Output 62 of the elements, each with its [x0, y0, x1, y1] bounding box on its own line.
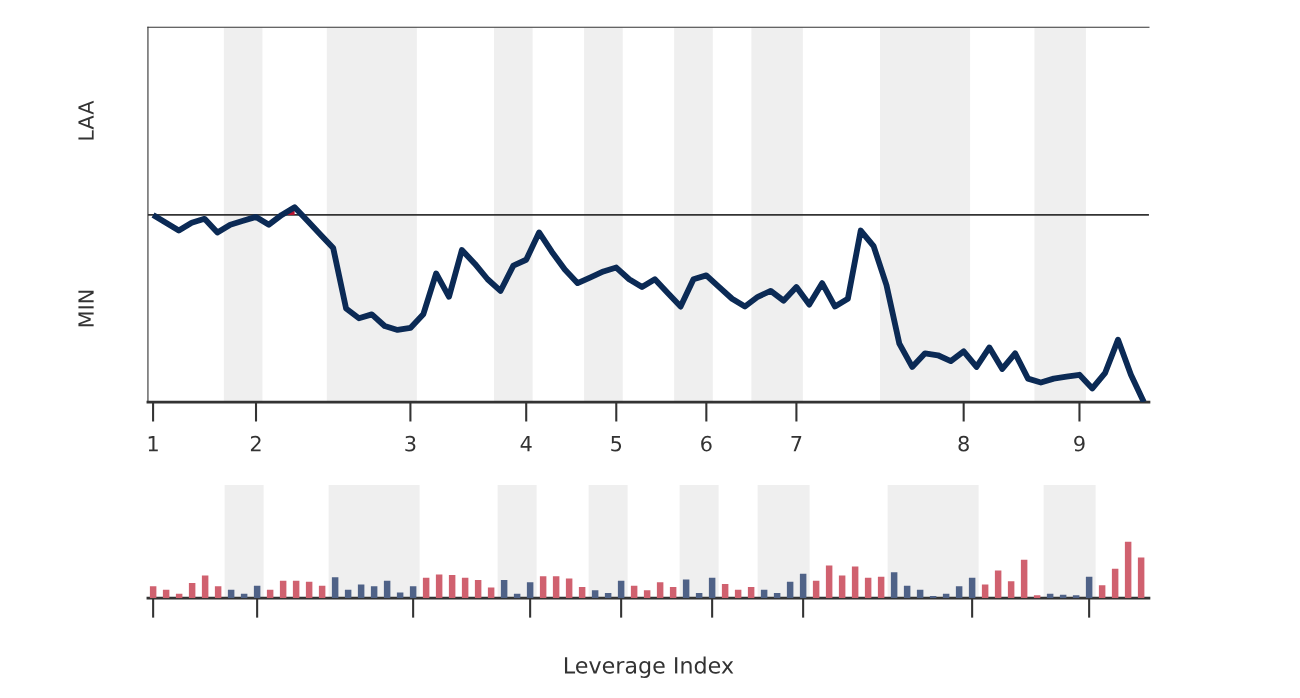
bar [643, 590, 651, 599]
text: LAA [78, 100, 94, 140]
bar [591, 590, 599, 599]
bar [448, 575, 456, 599]
bar [708, 577, 716, 599]
bar [1111, 568, 1119, 599]
bar [773, 593, 781, 599]
bar [1098, 585, 1106, 599]
bar [1124, 541, 1132, 599]
bar [474, 580, 482, 599]
x-tick-label: 6 [701, 435, 712, 452]
bar [994, 570, 1002, 599]
bar [877, 576, 885, 599]
bar [721, 584, 729, 599]
bar [370, 586, 378, 599]
bar [539, 576, 547, 599]
bar [552, 576, 560, 599]
bar [825, 565, 833, 599]
bar [695, 593, 703, 599]
bar [838, 575, 846, 599]
x-tick-label: 1 [148, 436, 158, 452]
x-tick-label: 7 [791, 436, 802, 452]
x-tick-label: 8 [958, 435, 969, 452]
bar [201, 575, 209, 599]
x-axis-title: Leverage Index [564, 656, 734, 679]
bar [1137, 557, 1145, 599]
bar [604, 593, 612, 599]
bar [786, 581, 794, 599]
x-tick-label: 2 [250, 435, 261, 452]
bar [578, 586, 586, 599]
bar [422, 577, 430, 599]
text: MIN [78, 290, 94, 327]
bar [1072, 595, 1080, 599]
bar [409, 586, 417, 599]
bar [500, 580, 508, 599]
bar [565, 578, 573, 599]
bar [1085, 576, 1093, 599]
bar [1033, 595, 1041, 599]
bar [669, 586, 677, 599]
x-tick-label: 3 [405, 435, 416, 452]
x-tick-label: 4 [520, 436, 532, 452]
bar [188, 582, 196, 599]
bar [435, 574, 443, 599]
bar [864, 577, 872, 599]
bar [1020, 559, 1028, 599]
bar [487, 587, 495, 599]
bar [799, 573, 807, 599]
bar [1007, 581, 1015, 599]
bar [214, 586, 222, 599]
bar [968, 577, 976, 599]
bar [331, 577, 339, 599]
bar [955, 586, 963, 599]
x-tick-label: 5 [611, 436, 622, 452]
bar [305, 581, 313, 599]
bar [890, 572, 898, 599]
bar [461, 577, 469, 599]
x-tick-label: 9 [1074, 435, 1085, 452]
bar [149, 586, 157, 599]
bar [851, 566, 859, 599]
bar [747, 586, 755, 599]
bar [526, 582, 534, 599]
bar [656, 582, 664, 599]
